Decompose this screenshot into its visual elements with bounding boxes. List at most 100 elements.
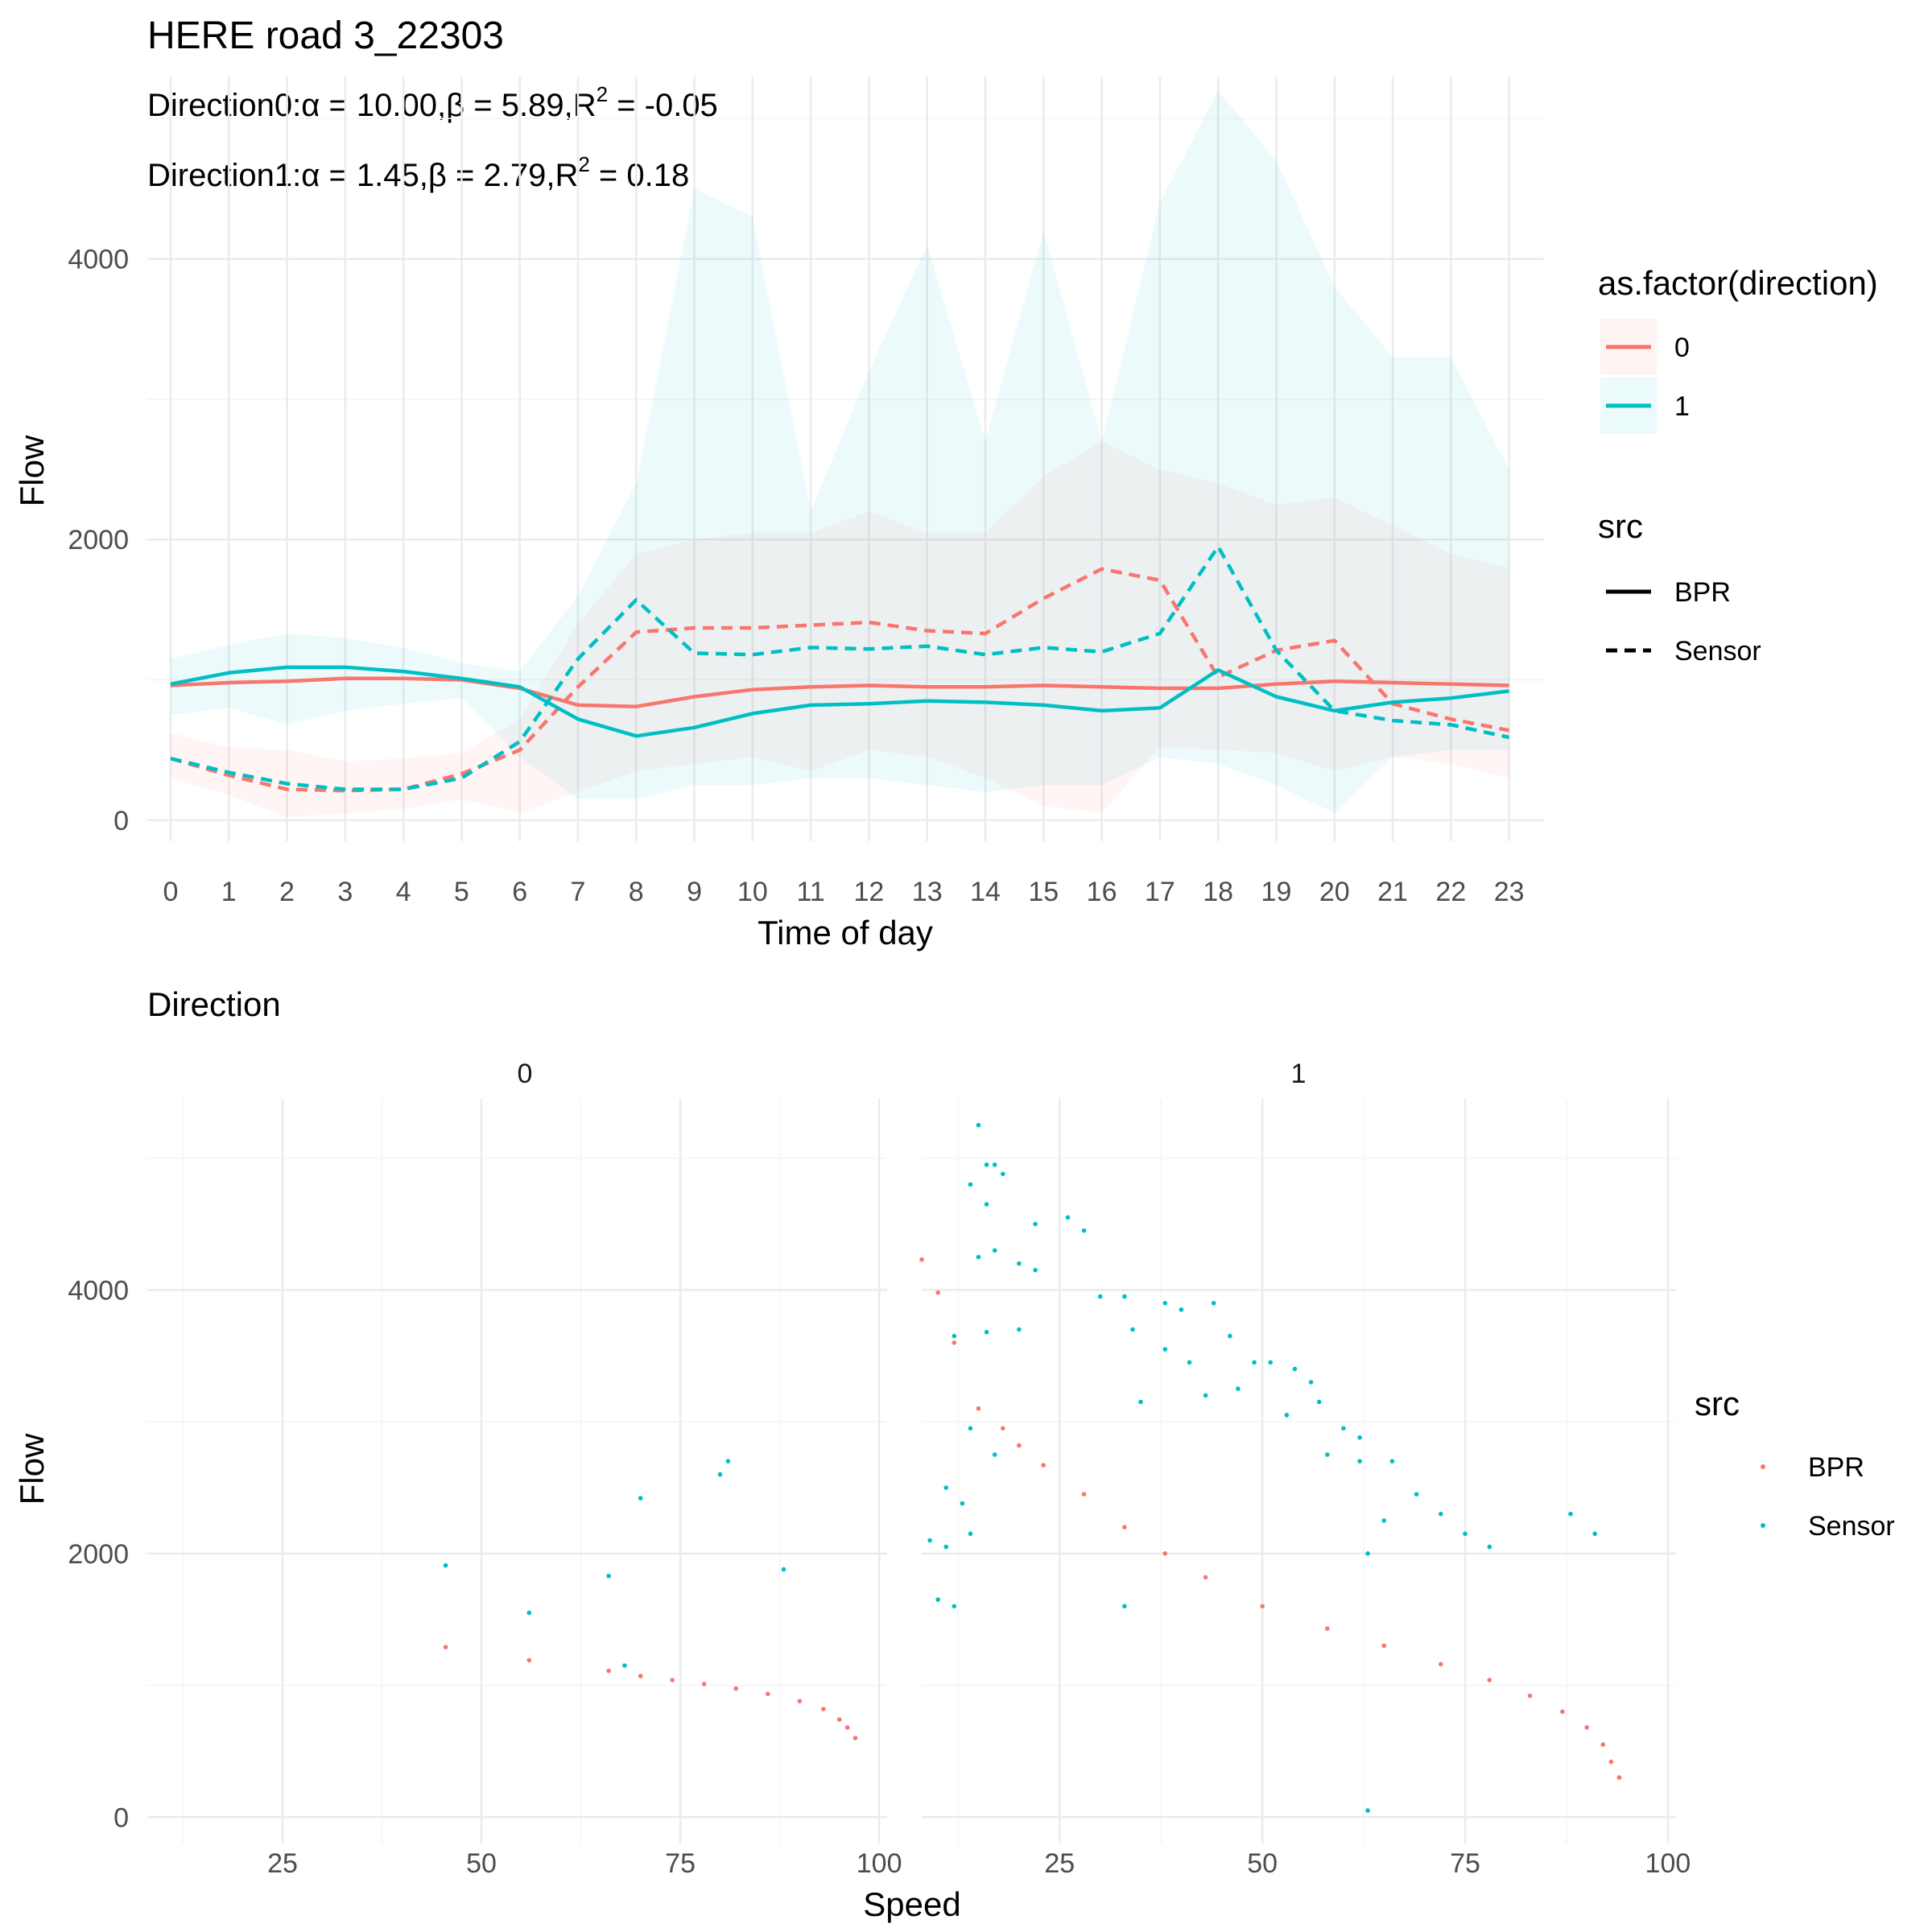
bottom-title: Direction	[147, 985, 281, 1023]
point-bpr-panel-1	[1260, 1604, 1265, 1609]
x-tick-label: 22	[1435, 877, 1466, 907]
point-bpr-panel-1	[1122, 1525, 1127, 1530]
point-sensor-panel-1	[1292, 1366, 1298, 1372]
point-sensor-panel-1	[1033, 1268, 1038, 1273]
x-tick-label: 100	[1645, 1848, 1691, 1879]
top-plot-lines	[170, 544, 1510, 793]
point-bpr-panel-0	[526, 1657, 532, 1663]
point-sensor-panel-0	[606, 1573, 611, 1579]
legend-bottom-src: src BPR Sensor	[1695, 1385, 1895, 1542]
series-line-direction-1-bpr	[170, 665, 1509, 738]
point-sensor-panel-0	[638, 1496, 643, 1501]
point-sensor-panel-1	[984, 1330, 989, 1335]
legend-direction-title: as.factor(direction)	[1598, 264, 1878, 302]
point-sensor-panel-1	[1389, 1459, 1395, 1463]
point-sensor-panel-1	[1236, 1386, 1241, 1391]
x-tick-label: 15	[1028, 877, 1059, 907]
point-sensor-panel-1	[1357, 1459, 1362, 1463]
point-sensor-panel-1	[1130, 1327, 1135, 1332]
point-bpr-panel-0	[821, 1707, 826, 1711]
legend-bottom-sensor-label: Sensor	[1808, 1511, 1895, 1542]
point-sensor-panel-1	[1179, 1307, 1184, 1312]
point-sensor-panel-1	[1187, 1360, 1192, 1365]
point-bpr-panel-0	[606, 1668, 611, 1674]
point-sensor-panel-1	[984, 1162, 989, 1167]
x-tick-label: 6	[512, 877, 527, 907]
point-sensor-panel-1	[1122, 1604, 1127, 1609]
point-sensor-panel-1	[1357, 1435, 1362, 1440]
x-tick-label: 13	[912, 877, 943, 907]
point-sensor-panel-1	[935, 1597, 940, 1602]
point-bpr-panel-1	[1001, 1426, 1005, 1431]
subtitle-direction0: Direction0:α = 10.00,β = 5.89,R2 = -0.05	[147, 82, 718, 123]
x-tick-label: 17	[1145, 877, 1175, 907]
point-bpr-panel-1	[1487, 1678, 1492, 1682]
point-sensor-panel-1	[1228, 1333, 1232, 1339]
point-sensor-panel-1	[1081, 1228, 1087, 1233]
point-bpr-panel-0	[670, 1678, 675, 1682]
series-line-direction-1-sensor	[170, 544, 1510, 791]
point-sensor-panel-1	[1341, 1426, 1346, 1431]
x-tick-label: 12	[854, 877, 885, 907]
point-sensor-panel-1	[943, 1485, 948, 1490]
point-bpr-panel-1	[1616, 1775, 1622, 1780]
top-plot-grid	[147, 76, 1544, 841]
facet-strip-1: 1	[1291, 1059, 1307, 1089]
x-tick-label: 18	[1203, 877, 1233, 907]
x-tick-label: 4	[396, 877, 411, 907]
bottom-y-axis-label: Flow	[13, 1433, 51, 1505]
point-sensor-panel-1	[1065, 1215, 1071, 1220]
x-tick-label: 1	[221, 877, 237, 907]
point-bpr-panel-1	[1162, 1551, 1168, 1556]
facet-strip-0: 0	[518, 1059, 533, 1089]
point-sensor-panel-1	[968, 1426, 973, 1431]
point-sensor-panel-1	[968, 1182, 973, 1187]
ribbon-direction-0	[170, 441, 1509, 818]
legend-bottom-title: src	[1695, 1385, 1740, 1422]
x-tick-label: 25	[1044, 1848, 1075, 1879]
y-tick-label: 4000	[68, 245, 129, 275]
point-bpr-panel-0	[852, 1736, 858, 1740]
legend-bottom-bpr-label: BPR	[1808, 1452, 1864, 1483]
x-tick-label: 7	[570, 877, 585, 907]
point-bpr-panel-1	[1381, 1643, 1387, 1649]
point-sensor-panel-1	[1001, 1171, 1005, 1177]
point-sensor-panel-1	[1252, 1360, 1257, 1365]
x-tick-label: 2	[279, 877, 295, 907]
point-sensor-panel-1	[992, 1162, 997, 1167]
point-bpr-panel-1	[1017, 1443, 1022, 1448]
bottom-x-axis-label: Speed	[863, 1885, 960, 1923]
x-tick-label: 16	[1087, 877, 1117, 907]
point-sensor-panel-1	[1487, 1544, 1492, 1550]
point-sensor-panel-0	[717, 1472, 723, 1477]
point-sensor-panel-0	[725, 1459, 731, 1463]
x-tick-label: 11	[796, 877, 824, 907]
point-sensor-panel-1	[1365, 1808, 1370, 1813]
point-bpr-panel-0	[766, 1691, 770, 1696]
point-sensor-panel-1	[927, 1538, 932, 1543]
point-sensor-panel-1	[992, 1452, 997, 1457]
point-sensor-panel-1	[1097, 1294, 1103, 1299]
point-bpr-panel-0	[836, 1717, 842, 1722]
y-tick-label: 4000	[68, 1275, 129, 1306]
top-plot-tick-labels: 0 1 2 3 4 5 6 7 8 9 10 11 12 13 14 15 16 17 18 19 20 21 22 2302…	[68, 245, 1524, 907]
legend-src-sensor-label: Sensor	[1674, 636, 1761, 667]
subtitle-direction1: Direction1:α = 1.45,β = 2.79,R2 = 0.18	[147, 152, 689, 193]
top-y-axis-label: Flow	[13, 435, 51, 506]
point-bpr-panel-1	[1041, 1463, 1046, 1468]
y-tick-label: 2000	[68, 525, 129, 555]
point-sensor-panel-1	[1122, 1294, 1127, 1299]
point-sensor-panel-0	[622, 1663, 627, 1668]
x-tick-label: 21	[1377, 877, 1408, 907]
point-sensor-panel-1	[1568, 1511, 1573, 1517]
point-bpr-panel-1	[1560, 1709, 1565, 1715]
point-sensor-panel-1	[1439, 1511, 1443, 1517]
point-bpr-panel-0	[844, 1725, 850, 1730]
point-sensor-panel-0	[781, 1567, 786, 1572]
legend-bottom-sensor-swatch	[1761, 1523, 1765, 1528]
point-sensor-panel-1	[1325, 1452, 1330, 1457]
point-sensor-panel-1	[952, 1333, 957, 1339]
point-sensor-panel-1	[943, 1544, 948, 1550]
point-sensor-panel-1	[976, 1122, 981, 1128]
